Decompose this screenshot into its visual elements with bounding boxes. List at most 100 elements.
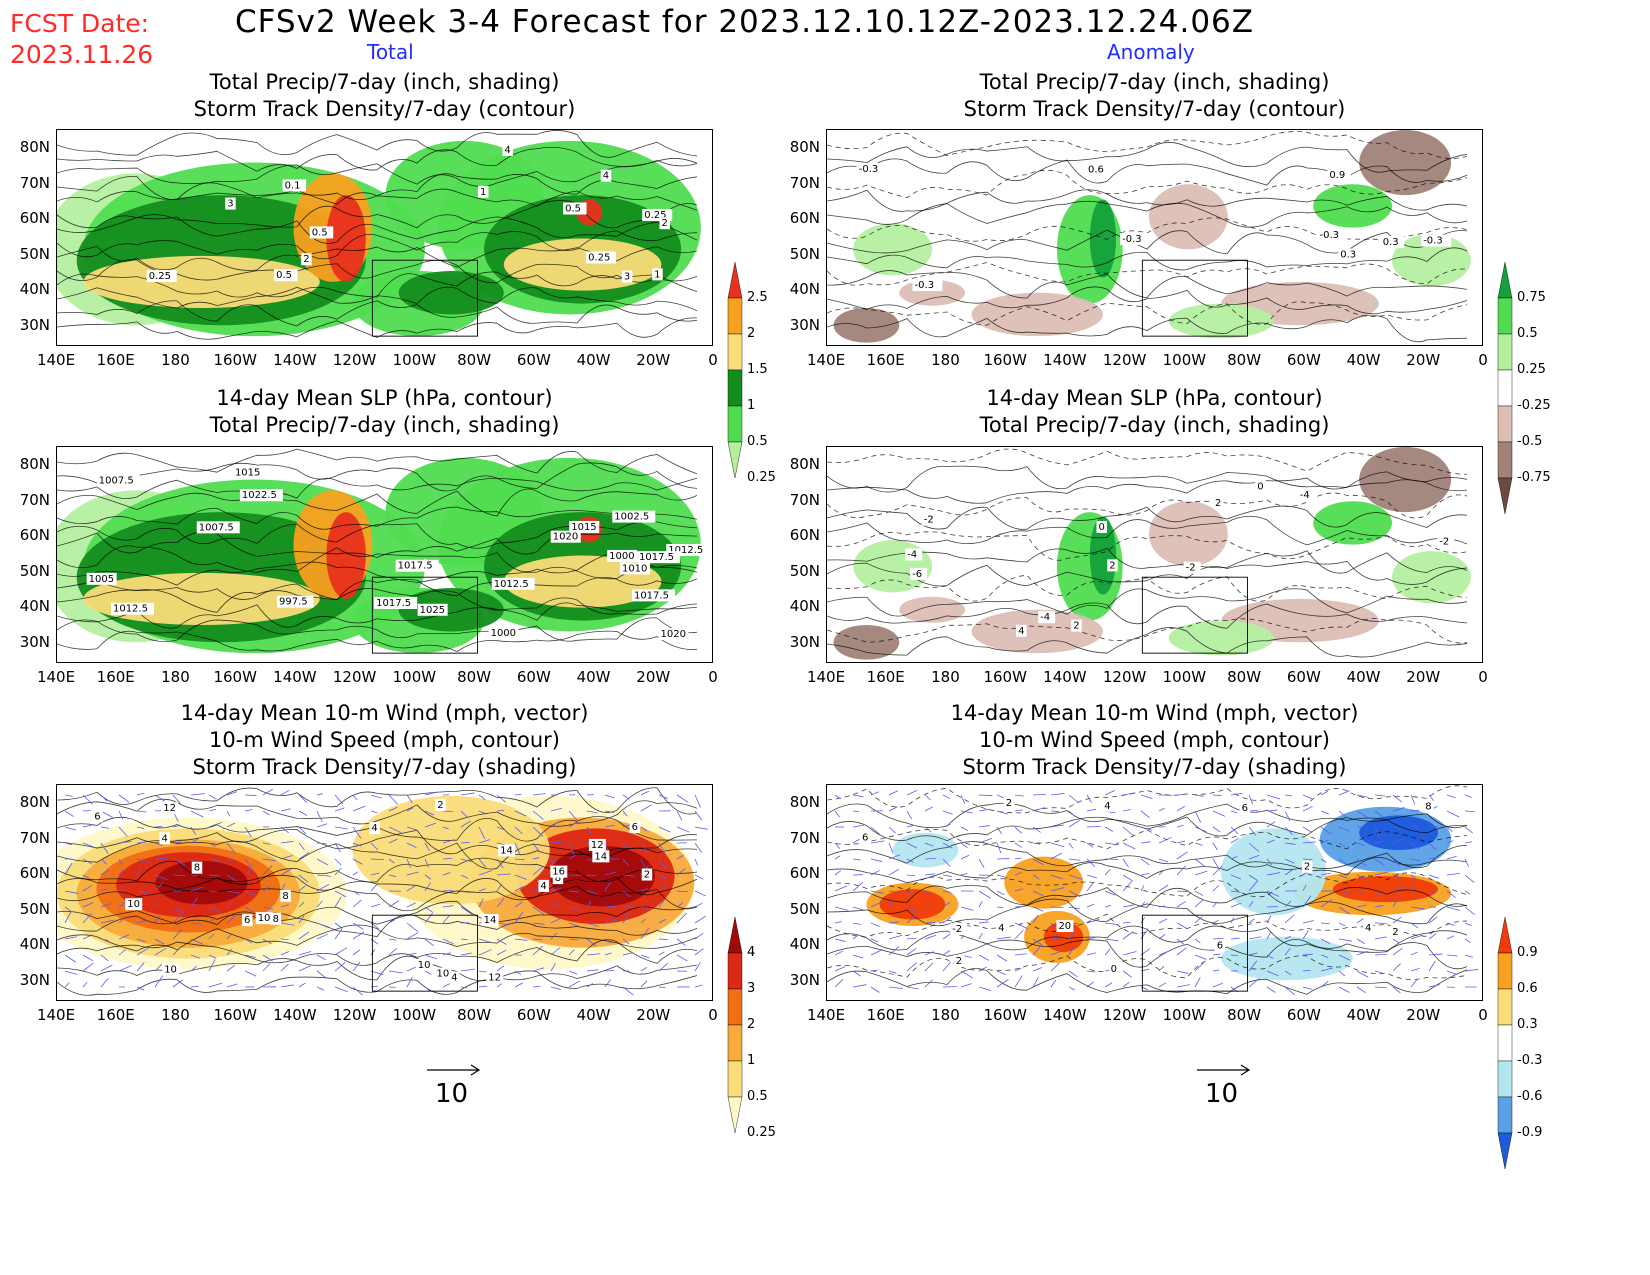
- contour-label: 4: [449, 971, 460, 984]
- panel-title-p6-3: Storm Track Density/7-day (shading): [962, 755, 1347, 779]
- contour-label-text: 0: [1098, 522, 1104, 533]
- wind-vector: [370, 970, 384, 976]
- latitude-label: 30N: [789, 315, 820, 334]
- wind-vector: [352, 961, 361, 972]
- wind-vector: [924, 826, 932, 833]
- latitude-label: 60N: [789, 864, 820, 882]
- contour-label: 0.9: [1327, 168, 1351, 181]
- shading-region: [398, 271, 504, 315]
- wind-vector: [924, 842, 934, 847]
- wind-vector: [352, 931, 365, 940]
- contour-label-background: [859, 831, 871, 844]
- wind-vector: [532, 967, 545, 972]
- wind-vector: [1266, 986, 1276, 993]
- contour-label-background: [369, 822, 380, 835]
- wind-vector: [262, 810, 270, 816]
- contour-label: 6: [92, 810, 103, 823]
- contour-label-text: 1017.5: [639, 552, 674, 563]
- wind-vector: [1356, 794, 1369, 798]
- contour-label-text: 2: [437, 800, 443, 811]
- contour-label: 8: [1423, 800, 1434, 813]
- wind-vector: [496, 938, 507, 945]
- wind-vector: [208, 906, 222, 914]
- contour-label: 0: [1255, 480, 1266, 493]
- wind-vector: [82, 934, 93, 940]
- contour-label: 0.25: [146, 270, 177, 283]
- wind-vector: [1050, 852, 1063, 860]
- contour-line: [827, 448, 1468, 475]
- contour-label: -2: [950, 923, 968, 936]
- wind-vector: [280, 938, 289, 941]
- wind-vector: [478, 949, 492, 956]
- wind-vector: [1266, 858, 1273, 866]
- shading-region: [1313, 501, 1393, 545]
- wind-vector: [550, 986, 561, 990]
- wind-vector: [1050, 951, 1062, 956]
- longitude-label: 60W: [516, 668, 551, 686]
- wind-vector: [1176, 947, 1187, 956]
- wind-vector: [244, 970, 257, 977]
- wind-vector: [1338, 890, 1352, 895]
- latitude-label: 50N: [789, 244, 820, 263]
- wind-vector: [550, 962, 556, 972]
- contour-label-text: -4: [1300, 490, 1310, 501]
- wind-vector: [1050, 937, 1060, 940]
- colorbar-label: 3: [747, 981, 756, 996]
- contour-label-background: [910, 567, 928, 580]
- panel-title-p3-1: 14-day Mean SLP (hPa, contour): [216, 386, 553, 410]
- colorbar-swatch: [727, 297, 743, 335]
- wind-vector: [1374, 970, 1384, 974]
- wind-vector: [622, 952, 632, 956]
- contour-label: 1022.5: [239, 489, 283, 502]
- contour-label: -0.3: [1317, 228, 1348, 241]
- us-states-outline: [1141, 259, 1248, 337]
- longitude-label: 180: [931, 1006, 960, 1024]
- contour-label-background: [270, 912, 282, 925]
- wind-vector: [852, 984, 867, 988]
- wind-vector: [1374, 890, 1385, 895]
- wind-vector: [658, 842, 666, 855]
- wind-vector: [1140, 810, 1150, 819]
- wind-vector: [1104, 842, 1119, 846]
- wind-vector: [172, 841, 182, 844]
- wind-vector: [978, 954, 990, 961]
- wind-vector: [1194, 954, 1207, 960]
- wind-vector: [316, 842, 327, 845]
- wind-vector: [406, 871, 419, 876]
- wind-vector: [852, 970, 861, 977]
- wind-vector: [906, 937, 917, 940]
- latitude-label: 50N: [19, 899, 50, 918]
- contour-line: [57, 230, 698, 260]
- wind-vector: [1212, 826, 1221, 833]
- wind-vector: [1140, 917, 1145, 924]
- contour-label: -6: [910, 567, 928, 580]
- longitude-label: 40W: [1346, 668, 1381, 686]
- map-panel-p1: 0.1 0.25 1 2 0.5 1 2 4 3 4 3 0.25 0.5 0.5 0.25: [56, 129, 713, 346]
- contour-label: 2: [1071, 619, 1082, 632]
- wind-vector: [316, 793, 323, 796]
- contour-label: 1017.5: [395, 559, 439, 572]
- contour-label-background: [86, 572, 117, 585]
- contour-label-background: [600, 169, 612, 182]
- wind-vector: [1032, 826, 1041, 833]
- wind-vector: [154, 882, 164, 892]
- wind-vector: [676, 810, 683, 821]
- wind-vector: [1230, 856, 1238, 860]
- wind-vector: [424, 970, 432, 975]
- contour-label-text: 1020: [660, 629, 685, 640]
- contour-label-text: 10: [437, 969, 450, 980]
- wind-vector: [924, 979, 933, 988]
- wind-vector: [676, 954, 688, 962]
- wind-vector: [888, 842, 894, 853]
- shading-region: [1221, 828, 1327, 916]
- wind-vector: [1086, 858, 1096, 868]
- wind-vector: [1392, 947, 1403, 956]
- wind-vector: [1356, 904, 1367, 908]
- wind-vector: [424, 882, 431, 892]
- wind-vector: [316, 933, 329, 940]
- wind-vector: [1464, 968, 1479, 972]
- wind-vector: [496, 949, 507, 956]
- contour-line: [827, 492, 1468, 519]
- wind-vector: [1410, 922, 1419, 929]
- contour-label-text: 0.3: [1383, 237, 1399, 248]
